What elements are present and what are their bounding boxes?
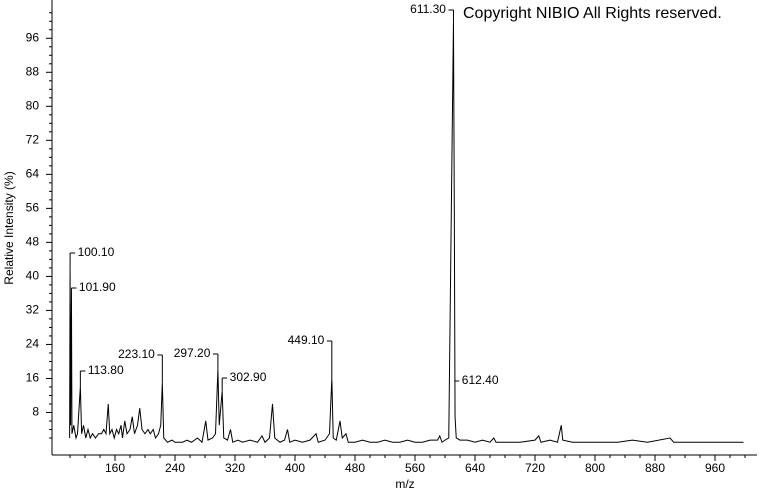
x-tick-label: 320 [225,461,245,475]
x-tick-label: 240 [165,461,185,475]
peak-label: 611.30 [410,2,446,16]
x-tick-label: 160 [105,461,125,475]
peak-label: 297.20 [174,346,211,360]
y-axis-label: Relative Intensity (%) [2,171,16,284]
y-tick-label: 96 [26,30,40,44]
x-tick-label: 480 [345,461,365,475]
peak-label: 113.80 [88,363,124,377]
spectrum-line [69,21,744,444]
y-tick-label: 56 [26,201,40,215]
y-tick-label: 80 [26,98,40,112]
peak-label: 223.10 [118,347,155,361]
y-tick-label: 40 [26,269,40,283]
y-tick-label: 32 [26,303,40,317]
y-tick-label: 48 [26,235,40,249]
x-tick-label: 720 [525,461,545,475]
x-tick-label: 880 [645,461,665,475]
y-tick-label: 16 [26,371,40,385]
peak-label: 612.40 [462,373,499,387]
x-tick-label: 560 [405,461,425,475]
y-tick-label: 88 [26,64,40,78]
watermark: Copyright NIBIO All Rights reserved. [463,5,722,22]
peak-label: 302.90 [230,370,267,384]
y-tick-label: 72 [26,132,40,146]
peak-label: 100.10 [78,245,115,259]
peak-label: 449.10 [288,333,325,347]
x-tick-label: 400 [285,461,305,475]
x-axis-label: m/z [395,477,414,491]
y-tick-label: 24 [26,337,40,351]
y-tick-label: 64 [26,167,40,181]
peak-label: 101.90 [79,280,116,294]
x-tick-label: 800 [585,461,605,475]
x-tick-label: 960 [705,461,725,475]
x-tick-label: 640 [465,461,485,475]
y-tick-label: 8 [32,405,39,419]
